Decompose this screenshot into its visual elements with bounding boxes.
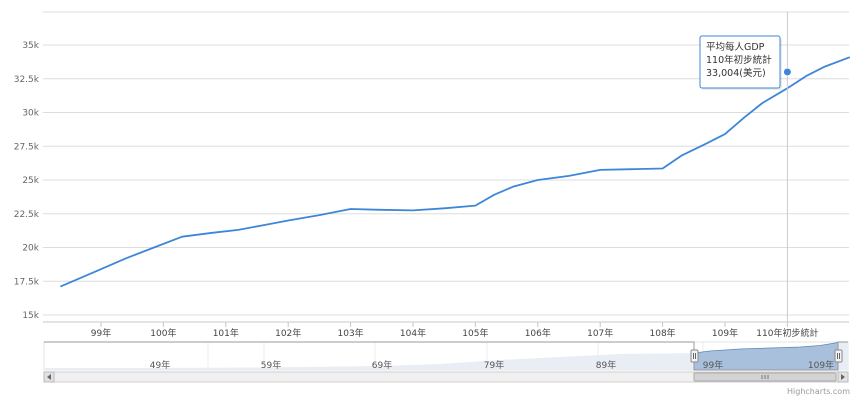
x-tick-label: 105年 [462, 327, 488, 339]
navigator-label: 59年 [261, 359, 281, 371]
navigator-left-handle[interactable] [690, 349, 699, 363]
credit-text[interactable]: Highcharts.com [787, 387, 850, 396]
x-tick-label: 101年 [213, 327, 239, 339]
y-tick-label: 30k [22, 109, 39, 119]
gdp-series-line [60, 56, 851, 288]
navigator-area-full [44, 342, 848, 370]
navigator-label: 79年 [484, 359, 504, 371]
navigator-label: 69年 [372, 359, 392, 371]
tooltip-line-3: 33,004(美元) [706, 67, 766, 79]
y-tick-label: 32.5k [14, 75, 40, 85]
y-tick-label: 35k [22, 41, 39, 51]
y-axis: 15k 17.5k 20k 22.5k 25k 27.5k 30k 32.5k 35k [14, 41, 40, 321]
x-tick-label: 109年 [712, 327, 738, 339]
navigator-outline [44, 341, 848, 371]
x-tick-label: 99年 [91, 327, 111, 339]
hover-point-marker [782, 67, 792, 77]
x-tick-label: 103年 [338, 327, 364, 339]
navigator-label: 99年 [703, 359, 723, 371]
y-tick-label: 17.5k [14, 277, 40, 287]
x-tick-label: 102年 [275, 327, 301, 339]
tooltip-line-2: 110年初步統計 [706, 54, 772, 66]
crosshair [782, 12, 792, 322]
scroll-right-arrow-icon [841, 374, 845, 380]
tooltip-line-1: 平均每人GDP [706, 41, 765, 53]
x-tick-label: 110年初步統計 [756, 327, 818, 339]
scroll-left-arrow-icon [47, 374, 51, 380]
y-tick-label: 20k [22, 244, 39, 254]
x-tick-label: 104年 [400, 327, 426, 339]
series-group [60, 56, 851, 288]
x-axis: 99年 100年 101年 102年 103年 104年 105年 106年 107年 108年 1… [43, 321, 849, 339]
x-tick-label: 108年 [650, 327, 676, 339]
navigator-right-handle[interactable] [834, 349, 843, 363]
x-tick-label: 100年 [150, 327, 176, 339]
y-tick-label: 27.5k [14, 142, 40, 152]
tooltip-box [699, 35, 781, 89]
x-tick-label: 106年 [525, 327, 551, 339]
x-tick-label: 107年 [587, 327, 613, 339]
navigator-label: 49年 [150, 359, 170, 371]
y-tick-label: 25k [22, 176, 39, 186]
navigator-label: 89年 [596, 359, 616, 371]
navigator[interactable]: 49年 59年 69年 79年 89年 99年 109年 [43, 341, 849, 371]
navigator-label: 109年 [808, 359, 834, 371]
y-tick-label: 22.5k [14, 210, 40, 220]
scrollbar[interactable] [43, 371, 849, 383]
y-tick-label: 15k [22, 311, 39, 321]
